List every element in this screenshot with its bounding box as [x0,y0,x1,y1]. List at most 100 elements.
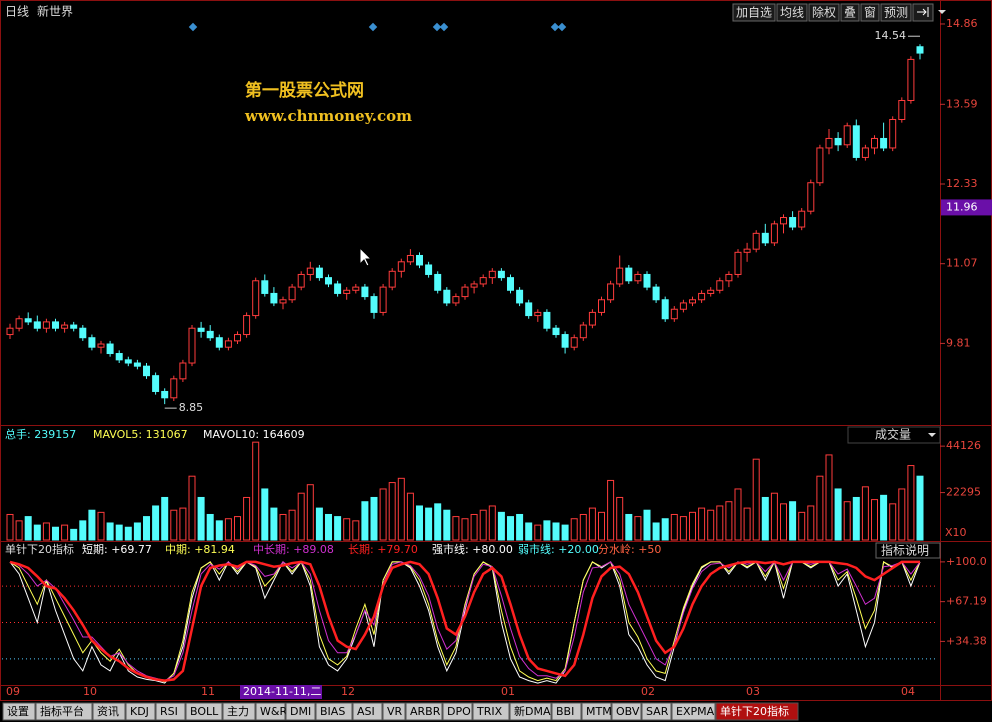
toolbar-button[interactable] [808,3,840,22]
candle-body [243,315,251,336]
tab[interactable] [472,702,510,721]
candle-body [152,375,160,392]
tab[interactable] [382,702,406,721]
volume-bar [725,501,733,541]
tab-label[interactable]: EXPMA [676,705,715,718]
tab[interactable] [35,702,93,721]
tab-label[interactable]: BOLL [190,705,219,718]
menu-arrow[interactable] [938,10,946,14]
tab[interactable] [155,702,186,721]
indicator-line [9,560,921,684]
candle-body [434,273,442,291]
tab-label[interactable]: 单针下20指标 [720,704,789,718]
tab[interactable] [2,702,36,721]
tab[interactable] [581,702,612,721]
tab[interactable] [442,702,473,721]
tab-label[interactable]: ARBR [410,705,441,718]
tab-label[interactable]: VR [387,705,403,718]
volume-bar [434,503,442,541]
tab[interactable] [509,702,552,721]
y-tick-label: 22295 [946,486,981,499]
volume-bar [570,518,578,541]
candle-body [425,264,433,275]
tab[interactable] [92,702,126,721]
tab-label[interactable]: DPO [447,705,471,718]
tab[interactable] [352,702,383,721]
toolbar-label[interactable]: 预测 [884,6,908,20]
volume-bar [443,509,451,541]
toolbar-button[interactable] [840,3,860,22]
indicator-help[interactable] [875,542,941,559]
watermark-title: 第一股票公式网 [245,80,364,101]
volume-bar [397,477,405,541]
tab[interactable] [641,702,672,721]
volume-bar [579,513,587,541]
tab-label[interactable]: 主力 [227,705,249,718]
tab-label[interactable]: BIAS [320,705,345,718]
candle-body [361,286,369,298]
tab[interactable] [715,702,799,721]
candle-body [161,390,169,399]
candle-body [6,327,14,336]
tab-label[interactable]: W&R [260,705,287,718]
tab[interactable] [222,702,256,721]
legend-entry: 长期: +79.70 [348,543,418,556]
volume-bar [197,496,205,541]
volume-bar [534,524,542,541]
tab-label[interactable]: DMI [290,705,311,718]
toolbar-button[interactable] [880,3,912,22]
tab[interactable] [551,702,582,721]
tab-label[interactable]: TRIX [476,705,503,718]
tab[interactable] [285,702,316,721]
toolbar-label[interactable]: 叠 [844,6,856,20]
tab-label[interactable]: SAR [646,705,669,718]
volume-bar [88,509,96,541]
tab[interactable] [315,702,353,721]
tab[interactable] [255,702,286,721]
volume-bar [388,482,396,541]
toolbar-label[interactable]: 加自选 [736,6,772,20]
candle-body [115,353,123,361]
volume-bar [279,513,287,541]
indicator-help-label[interactable]: 指标说明 [881,543,929,558]
toolbar-button[interactable] [776,3,808,22]
volume-bar [379,488,387,541]
legend-entry: 中期: +81.94 [165,543,235,556]
tab-label[interactable]: MTM [586,705,612,718]
volume-bar [425,507,433,541]
candle-body [861,147,869,158]
tab-label[interactable]: 新DMA [514,704,551,718]
volume-bar [61,524,69,541]
volume-selector[interactable] [847,426,941,444]
volume-bar [143,516,150,541]
x-tick-label: 10 [83,685,97,698]
volume-title[interactable]: 成交量 [875,427,911,442]
tab-label[interactable]: RSI [160,705,178,718]
tab-label[interactable]: BBI [556,705,574,718]
tab[interactable] [671,702,716,721]
tab-label[interactable]: 指标平台 [40,704,84,718]
candle-body [206,330,214,339]
candle-body [825,137,833,149]
toolbar-label[interactable]: 均线 [780,6,804,20]
tab-label[interactable]: 资讯 [97,705,119,718]
tab[interactable] [125,702,156,721]
candle-body [871,137,878,149]
volume-bar [261,488,269,541]
tab[interactable] [405,702,443,721]
toolbar-label[interactable]: 窗 [864,6,876,20]
volume-bar [334,516,342,541]
tab-label[interactable]: ASI [357,705,375,718]
candle-body [461,286,469,298]
tab[interactable] [185,702,223,721]
tab[interactable] [611,702,642,721]
toolbar-button[interactable] [860,3,880,22]
tab-label[interactable]: KDJ [130,705,149,718]
tab-label[interactable]: 设置 [7,705,29,718]
candle-body [880,137,888,149]
volume-bar [452,516,460,541]
toolbar-button[interactable] [732,3,776,22]
toolbar-label[interactable]: 除权 [812,5,836,20]
tab-label[interactable]: OBV [616,705,640,718]
volume-bar [497,511,505,541]
